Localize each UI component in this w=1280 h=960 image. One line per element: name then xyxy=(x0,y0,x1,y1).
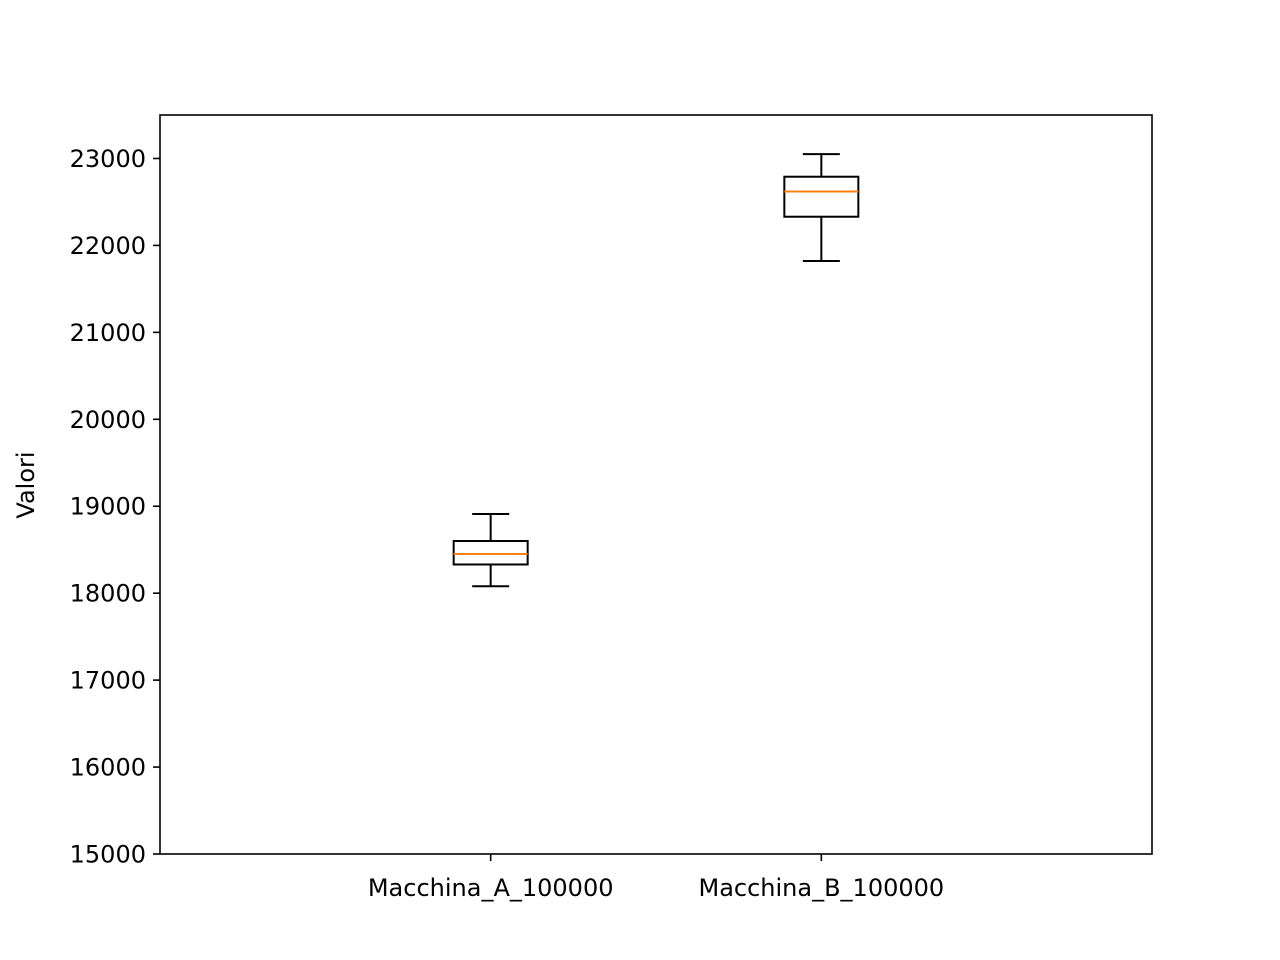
iqr-box xyxy=(783,175,860,218)
plot-area-frame xyxy=(159,114,1153,855)
y-tick-label: 22000 xyxy=(70,232,146,260)
box-series xyxy=(452,153,860,588)
x-axis: Macchina_A_100000 Macchina_B_100000 xyxy=(368,854,944,902)
y-tick-label: 20000 xyxy=(70,406,146,434)
iqr-box xyxy=(452,540,529,566)
y-tick-label: 16000 xyxy=(70,754,146,782)
box-Macchina_A_100000 xyxy=(452,513,529,588)
y-axis: 15000 16000 17000 18000 19000 20000 21000 22000… xyxy=(70,145,160,869)
y-tick-label: 17000 xyxy=(70,667,146,695)
box-Macchina_B_100000 xyxy=(783,153,860,263)
y-axis-label: Valori xyxy=(12,451,40,518)
y-tick-label: 23000 xyxy=(70,145,146,173)
y-tick-label: 19000 xyxy=(70,493,146,521)
y-tick-label: 21000 xyxy=(70,319,146,347)
y-tick-label: 18000 xyxy=(70,580,146,608)
x-tick-label: Macchina_B_100000 xyxy=(698,874,944,902)
x-tick-label: Macchina_A_100000 xyxy=(368,874,614,902)
y-tick-label: 15000 xyxy=(70,841,146,869)
